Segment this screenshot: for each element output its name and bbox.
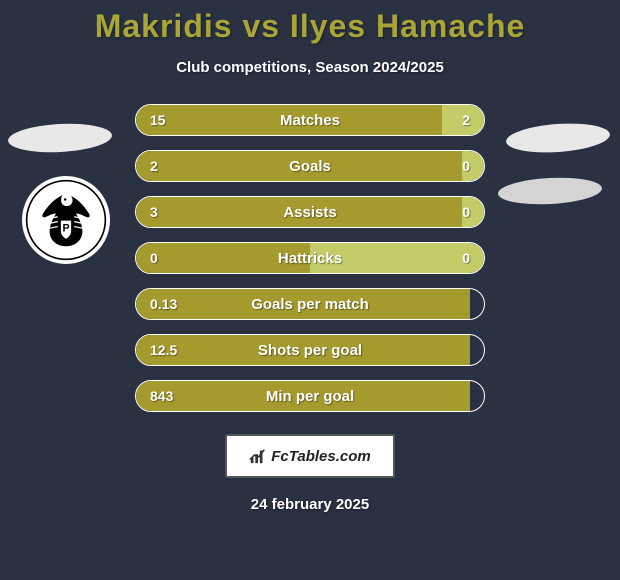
- stat-bar: 00Hattricks: [135, 242, 485, 274]
- stat-bar-left-value: 0.13: [136, 289, 470, 319]
- stat-bar-left-value: 2: [136, 151, 462, 181]
- stat-bar-left-value: 15: [136, 105, 442, 135]
- svg-text:P: P: [62, 222, 69, 234]
- stat-bar: 152Matches: [135, 104, 485, 136]
- stat-bar: 843Min per goal: [135, 380, 485, 412]
- stat-bar: 0.13Goals per match: [135, 288, 485, 320]
- stat-bar-right-value: [470, 335, 484, 365]
- stat-bar-right-value: 2: [442, 105, 484, 135]
- club-emblem-left: P: [22, 176, 110, 264]
- stat-bar: 20Goals: [135, 150, 485, 182]
- stat-bar-right-value: 0: [462, 197, 484, 227]
- stat-bar-right-value: [470, 381, 484, 411]
- site-logo-text: FcTables.com: [271, 448, 370, 465]
- subtitle: Club competitions, Season 2024/2025: [0, 59, 620, 76]
- chart-icon: [249, 447, 267, 465]
- stat-bar-left-value: 843: [136, 381, 470, 411]
- stat-bar-right-value: [470, 289, 484, 319]
- stat-bar-right-value: 0: [310, 243, 484, 273]
- eagle-icon: P: [25, 179, 107, 261]
- stat-bar-left-value: 12.5: [136, 335, 470, 365]
- footer-date: 24 february 2025: [0, 496, 620, 513]
- stat-bar: 30Assists: [135, 196, 485, 228]
- stat-bar: 12.5Shots per goal: [135, 334, 485, 366]
- page-title: Makridis vs Ilyes Hamache: [0, 8, 620, 45]
- stat-bar-left-value: 0: [136, 243, 310, 273]
- site-logo-box: FcTables.com: [225, 434, 395, 478]
- stat-bar-left-value: 3: [136, 197, 462, 227]
- stat-bar-right-value: 0: [462, 151, 484, 181]
